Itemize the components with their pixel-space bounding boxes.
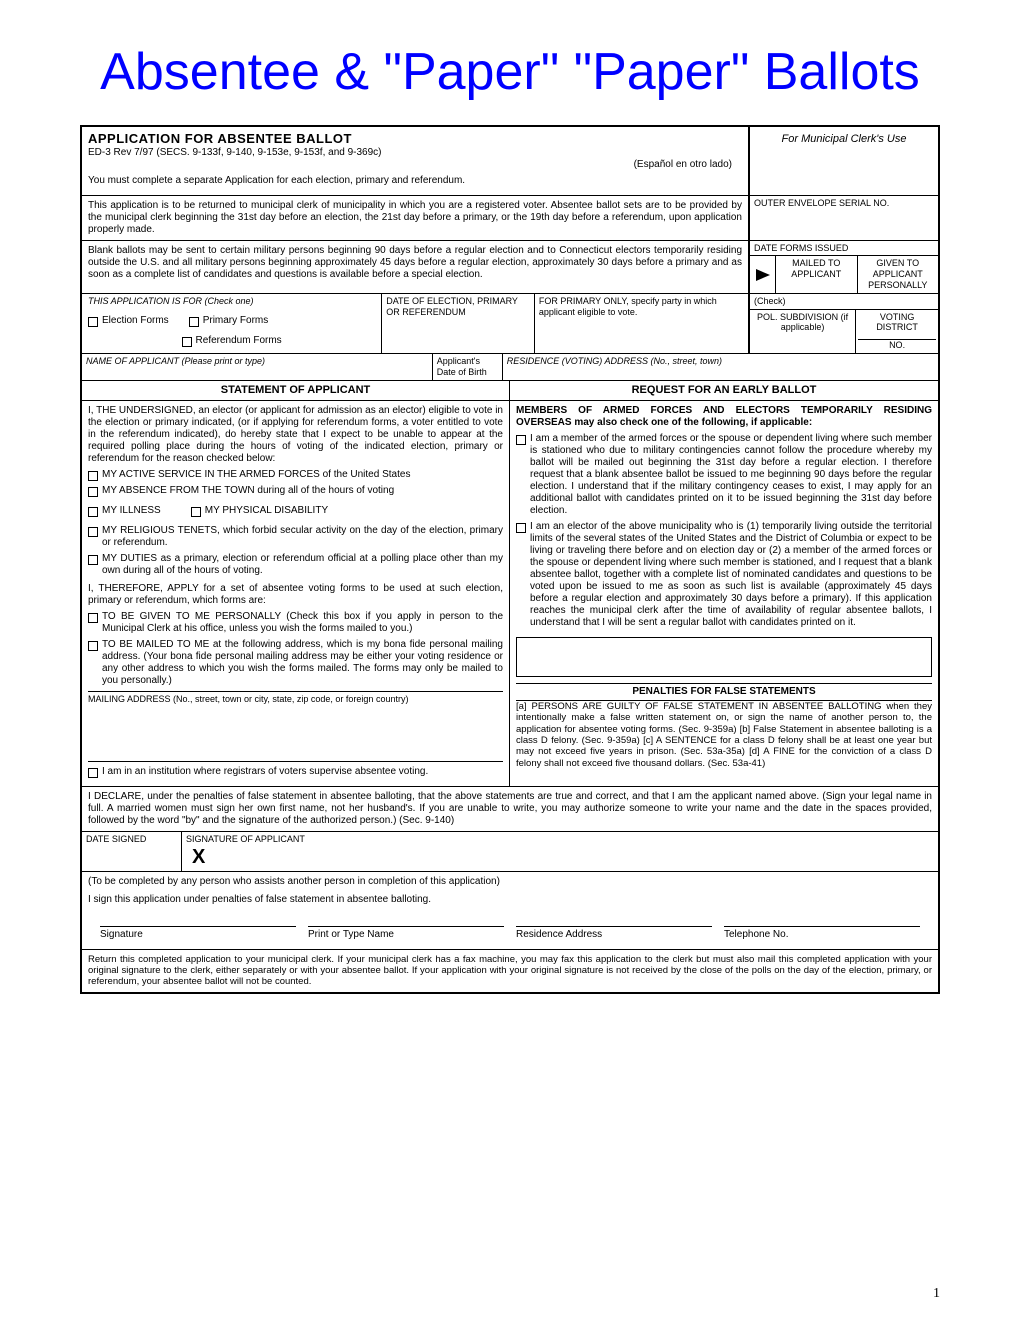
clerk-use-header: For Municipal Clerk's Use [748,127,938,195]
name-of-applicant-label: NAME OF APPLICANT (Please print or type) [82,354,433,380]
dob-label: Applicant's Date of Birth [433,354,503,380]
members-armed-forces-text: MEMBERS OF ARMED FORCES AND ELECTORS TEM… [516,405,932,429]
declare-text: I DECLARE, under the penalties of false … [82,786,938,831]
intro-separate: You must complete a separate Application… [88,171,742,191]
referendum-forms-checkbox[interactable]: Referendum Forms [182,335,282,347]
outer-envelope-label: OUTER ENVELOPE SERIAL NO. [750,196,938,211]
absentee-form: APPLICATION FOR ABSENTEE BALLOT ED-3 Rev… [80,125,940,994]
mailed-to-applicant-label: MAILED TO APPLICANT [776,256,858,292]
page-number: 1 [933,1286,940,1302]
reason-armed-forces-checkbox[interactable]: MY ACTIVE SERVICE IN THE ARMED FORCES of… [88,469,503,481]
reason-religious-checkbox[interactable]: MY RELIGIOUS TENETS, which forbid secula… [88,525,503,549]
espanol-note: (Español en otro lado) [88,159,742,171]
armed-contingency-checkbox[interactable]: I am a member of the armed forces or the… [516,433,932,517]
page-title: Absentee & "Paper" "Paper" Ballots [0,0,1020,125]
primary-forms-checkbox[interactable]: Primary Forms [189,315,269,327]
assist-telephone-label: Telephone No. [724,926,920,941]
pol-subdivision-label: POL. SUBDIVISION (if applicable) [750,310,856,353]
primary-only-label: FOR PRIMARY ONLY, specify party in which… [535,294,748,353]
return-instructions: Return this completed application to you… [82,949,938,992]
assist-signature-label: Signature [100,926,296,941]
institution-checkbox[interactable]: I am in an institution where registrars … [88,761,503,778]
form-title: APPLICATION FOR ABSENTEE BALLOT [88,131,742,147]
mailing-address-label: MAILING ADDRESS (No., street, town or ci… [88,694,503,705]
undersigned-text: I, THE UNDERSIGNED, an elector (or appli… [88,405,503,465]
mailed-to-me-checkbox[interactable]: TO BE MAILED TO ME at the following addr… [88,639,503,687]
district-no-label: NO. [858,339,936,351]
reason-absence-checkbox[interactable]: MY ABSENCE FROM THE TOWN during all of t… [88,485,503,497]
reason-duties-checkbox[interactable]: MY DUTIES as a primary, election or refe… [88,553,503,577]
voting-district-label: VOTING DISTRICT [858,312,936,334]
signature-label: SIGNATURE OF APPLICANT [186,834,934,845]
election-forms-checkbox[interactable]: Election Forms [88,315,169,327]
intro-blank-ballots: Blank ballots may be sent to certain mil… [82,241,748,293]
arrow-icon [756,269,770,281]
residence-address-label: RESIDENCE (VOTING) ADDRESS (No., street,… [503,354,938,380]
assist-residence-label: Residence Address [516,926,712,941]
intro-return: This application is to be returned to mu… [82,196,748,240]
assist-declare: I sign this application under penalties … [88,894,932,906]
date-signed-label: DATE SIGNED [82,832,182,871]
signature-x: X [186,845,934,869]
given-personally-label: GIVEN TO APPLICANT PERSONALLY [858,256,939,292]
assist-print-name-label: Print or Type Name [308,926,504,941]
statement-title: STATEMENT OF APPLICANT [82,381,510,400]
date-forms-issued-label: DATE FORMS ISSUED [750,241,938,257]
date-of-election-label: DATE OF ELECTION, PRIMARY OR REFERENDUM [382,294,535,353]
application-for-label: THIS APPLICATION IS FOR (Check one) [88,296,375,307]
overseas-elector-checkbox[interactable]: I am an elector of the above municipalit… [516,521,932,629]
assist-note: (To be completed by any person who assis… [88,876,932,888]
reason-disability-checkbox[interactable]: MY PHYSICAL DISABILITY [191,505,328,517]
blank-box [516,637,932,677]
therefore-text: I, THEREFORE, APPLY for a set of absente… [88,583,503,607]
penalties-title: PENALTIES FOR FALSE STATEMENTS [516,683,932,701]
penalties-body: [a] PERSONS ARE GUILTY OF FALSE STATEMEN… [516,701,932,769]
form-revision: ED-3 Rev 7/97 (SECS. 9-133f, 9-140, 9-15… [88,147,742,159]
early-ballot-title: REQUEST FOR AN EARLY BALLOT [510,381,938,400]
given-personally-checkbox[interactable]: TO BE GIVEN TO ME PERSONALLY (Check this… [88,611,503,635]
reason-illness-checkbox[interactable]: MY ILLNESS [88,505,161,517]
check-label: (Check) [750,294,938,310]
